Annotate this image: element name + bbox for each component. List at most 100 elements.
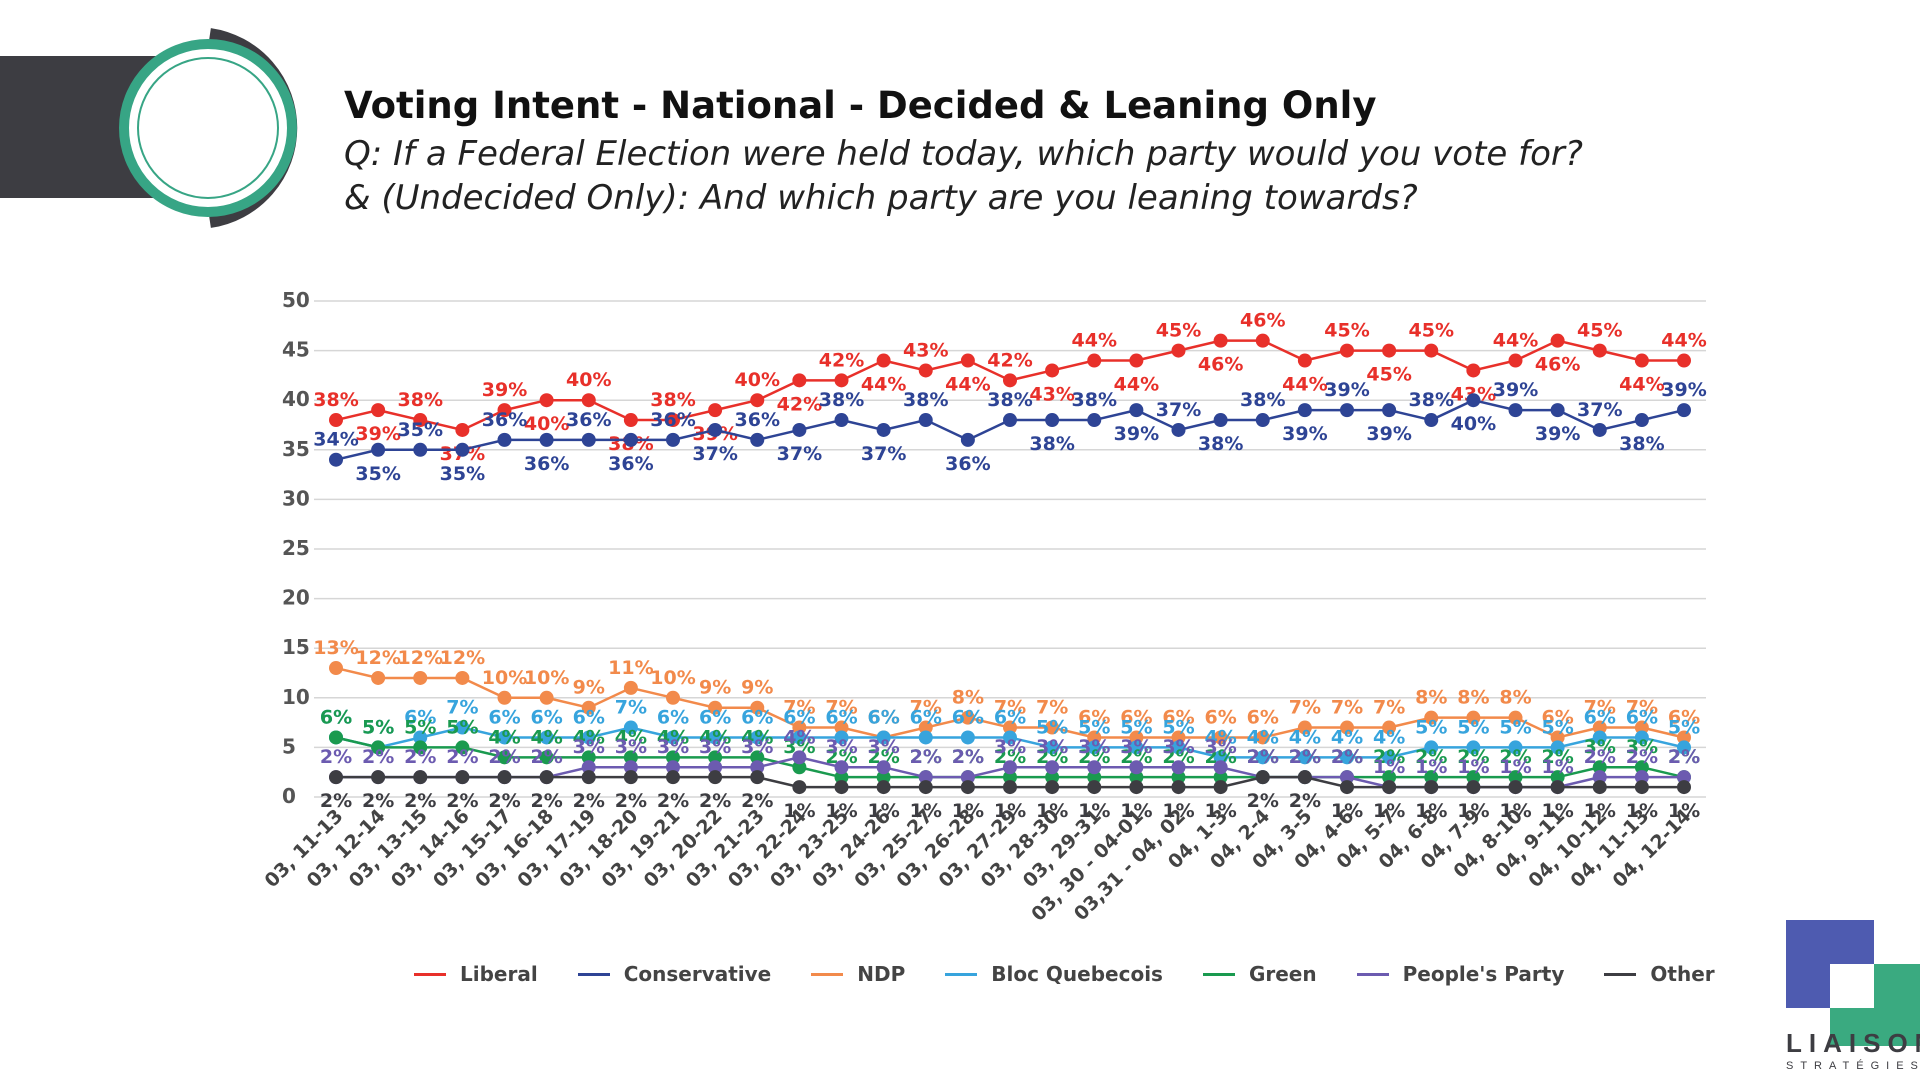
data-label: 9% (573, 677, 605, 699)
data-point (581, 700, 596, 715)
data-label: 1% (1036, 800, 1068, 822)
data-point (1255, 750, 1270, 765)
data-label: 8% (1457, 687, 1489, 709)
data-label: 7% (994, 697, 1026, 719)
data-label: 1% (1373, 756, 1405, 778)
data-label: 3% (1204, 736, 1236, 758)
data-label: 1% (1373, 800, 1405, 822)
data-label: 39% (1324, 379, 1369, 401)
data-label: 1% (1499, 800, 1531, 822)
data-point (666, 432, 680, 447)
data-label: 6% (657, 706, 689, 728)
data-point (1129, 740, 1144, 755)
data-point (1424, 780, 1439, 795)
data-label: 4% (741, 726, 773, 748)
data-point (1129, 760, 1144, 775)
data-point (1634, 413, 1649, 428)
data-label: 7% (1373, 697, 1405, 719)
data-label: 1% (994, 800, 1026, 822)
data-label: 2% (320, 746, 352, 768)
data-label: 1% (1120, 800, 1152, 822)
data-label: 2% (362, 746, 394, 768)
data-label: 4% (783, 726, 815, 748)
data-label: 1% (867, 800, 899, 822)
data-label: 39% (482, 379, 527, 401)
data-label: 2% (1415, 746, 1447, 768)
data-label: 2% (446, 746, 478, 768)
y-tick-label: 30 (282, 486, 310, 510)
data-point (1003, 770, 1017, 785)
data-point (497, 770, 512, 785)
data-label: 3% (825, 736, 857, 758)
data-label: 44% (861, 374, 906, 396)
data-label: 4% (615, 726, 647, 748)
legend-swatch (1356, 972, 1389, 976)
y-tick-label: 15 (282, 635, 310, 659)
data-point (1466, 710, 1481, 725)
data-label: 2% (1541, 746, 1573, 768)
data-point (581, 770, 596, 785)
data-point (539, 730, 554, 745)
data-label: 42% (819, 349, 864, 371)
data-label: 2% (741, 790, 773, 812)
data-point (1171, 780, 1186, 795)
data-point (1129, 780, 1144, 795)
data-label: 5% (1162, 716, 1194, 738)
data-point (1087, 413, 1102, 428)
data-point (455, 422, 470, 437)
data-label: 3% (783, 736, 815, 758)
data-point (918, 780, 933, 795)
data-label: 6% (867, 706, 899, 728)
data-point (1382, 343, 1397, 358)
data-label: 1% (1541, 800, 1573, 822)
data-point (497, 403, 512, 418)
data-label: 5% (1078, 716, 1110, 738)
data-point (750, 770, 765, 785)
data-label: 44% (1114, 374, 1159, 396)
data-label: 5% (362, 716, 394, 738)
data-label: 3% (1584, 736, 1616, 758)
data-point (1297, 403, 1312, 418)
data-label: 2% (867, 746, 899, 768)
data-label: 1% (1415, 800, 1447, 822)
data-point (329, 661, 343, 676)
data-label: 5% (1541, 716, 1573, 738)
data-point (1213, 413, 1228, 428)
data-label: 2% (573, 790, 605, 812)
data-label: 38% (903, 389, 948, 411)
data-point (1424, 343, 1439, 358)
data-label: 5% (1668, 716, 1700, 738)
data-point (497, 690, 512, 705)
data-label: 10% (650, 667, 695, 689)
data-point (1550, 740, 1565, 755)
data-label: 13% (313, 637, 358, 659)
data-label: 46% (1240, 310, 1285, 332)
data-label: 4% (530, 726, 562, 748)
question-line-2: & (Undecided Only): And which party are … (344, 178, 1418, 218)
data-label: 2% (825, 746, 857, 768)
data-label: 1% (1331, 800, 1363, 822)
data-point (539, 393, 554, 408)
data-point (455, 720, 470, 735)
question-line-1: Q: If a Federal Election were held today… (344, 134, 1583, 174)
data-point (1171, 740, 1186, 755)
data-point (1424, 770, 1439, 785)
legend-label: Other (1650, 962, 1715, 986)
data-point (1045, 780, 1060, 795)
data-label: 38% (398, 389, 443, 411)
data-point (1340, 403, 1354, 418)
data-label: 7% (783, 697, 815, 719)
legend-swatch (945, 972, 978, 976)
data-label: 36% (650, 409, 695, 431)
data-label: 45% (1409, 320, 1454, 342)
data-label: 35% (355, 463, 400, 485)
data-point (329, 730, 343, 745)
data-point (1592, 343, 1607, 358)
data-label: 3% (615, 736, 647, 758)
data-label: 4% (1247, 726, 1279, 748)
data-point (1129, 730, 1144, 745)
data-label: 2% (910, 746, 942, 768)
y-tick-label: 5 (282, 734, 296, 758)
data-label: 38% (1409, 389, 1454, 411)
data-label: 4% (1331, 726, 1363, 748)
